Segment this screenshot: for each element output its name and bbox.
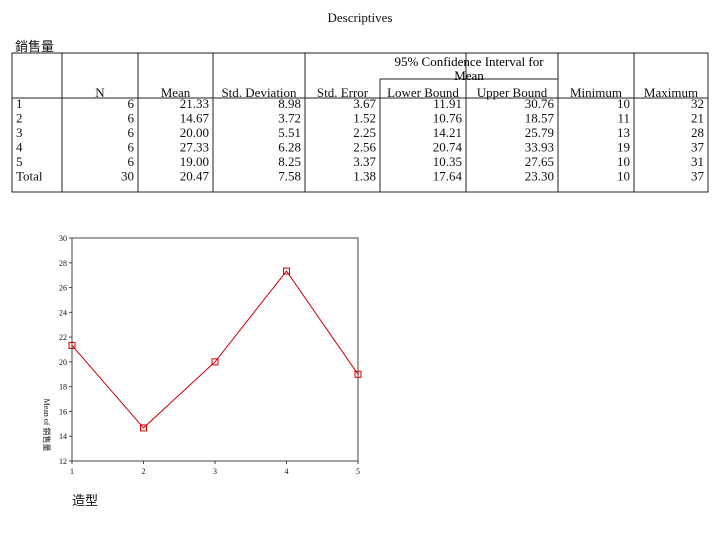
cell: 10.35	[433, 154, 462, 169]
cell: 13	[617, 125, 630, 140]
column-header: Minimum	[570, 85, 622, 100]
cell: 25.79	[525, 125, 554, 140]
cell: 3.72	[278, 111, 301, 126]
cell: 6.28	[278, 140, 301, 155]
plot-frame	[71, 237, 359, 462]
y-tick-label: 24	[59, 308, 67, 317]
cell: 1.38	[353, 169, 376, 184]
row-label: 2	[16, 111, 23, 126]
data-point	[68, 341, 76, 349]
cell: 21	[691, 111, 704, 126]
x-tick-label: 5	[356, 467, 360, 476]
x-tick-label: 4	[285, 467, 289, 476]
column-header: Mean	[161, 85, 191, 100]
column-header: Std. Error	[317, 85, 369, 100]
cell: 31	[691, 154, 704, 169]
cell: 10.76	[433, 111, 463, 126]
cell: 21.33	[180, 96, 209, 111]
cell: 23.30	[525, 169, 554, 184]
y-tick-label: 26	[59, 284, 67, 293]
cell: 3.67	[353, 96, 376, 111]
cell: 6	[128, 111, 135, 126]
column-header: Upper Bound	[477, 85, 548, 100]
cell: 14.67	[180, 111, 210, 126]
cell: 20.74	[433, 140, 463, 155]
cell: 6	[128, 140, 135, 155]
cell: 20.00	[180, 125, 209, 140]
row-label: 5	[16, 154, 23, 169]
data-line	[71, 270, 359, 429]
y-tick-label: 12	[59, 457, 67, 466]
span-label: 95% Confidence Interval for Mean	[394, 55, 544, 83]
row-label: 3	[16, 125, 23, 140]
cell: 1.52	[353, 111, 376, 126]
y-tick-label: 22	[59, 333, 67, 342]
x-tick-label: 1	[70, 467, 74, 476]
cell: 6	[128, 96, 135, 111]
cell: 3.37	[353, 154, 376, 169]
cell: 20.47	[180, 169, 210, 184]
table-caption: 銷售量	[15, 39, 54, 54]
cell: 10	[617, 96, 630, 111]
column-header: Std. Deviation	[221, 85, 297, 100]
x-axis-label: 造型	[72, 493, 98, 508]
span-label-box: 95% Confidence Interval for Mean	[394, 55, 544, 83]
data-point	[283, 267, 290, 275]
cell: 6	[128, 125, 135, 140]
cell: 5.51	[278, 125, 301, 140]
cell: 10	[617, 169, 630, 184]
cell: 28	[691, 125, 704, 140]
y-tick-label: 20	[59, 358, 67, 367]
cell: 27.65	[525, 154, 554, 169]
y-tick-label: 30	[59, 234, 67, 243]
cell: 2.56	[353, 140, 376, 155]
column-header: N	[95, 85, 105, 100]
cell: 19	[617, 140, 630, 155]
cell: 33.93	[525, 140, 554, 155]
column-header: Maximum	[644, 85, 698, 100]
row-label: Total	[16, 169, 43, 184]
cell: 18.57	[525, 111, 555, 126]
cell: 37	[691, 140, 705, 155]
cell: 10	[617, 154, 630, 169]
y-tick-label: 16	[59, 407, 67, 416]
cell: 30.76	[525, 96, 555, 111]
cell: 30	[121, 169, 134, 184]
cell: 17.64	[433, 169, 463, 184]
y-axis-label: Mean of 銷售量	[42, 399, 52, 452]
data-point	[140, 424, 147, 432]
row-label: 1	[16, 96, 23, 111]
data-point	[354, 370, 362, 378]
cell: 11	[617, 111, 630, 126]
row-label: 4	[16, 140, 23, 155]
x-tick-label: 3	[213, 467, 217, 476]
cell: 37	[691, 169, 705, 184]
y-tick-label: 14	[59, 432, 67, 441]
cell: 2.25	[353, 125, 376, 140]
title: Descriptives	[328, 10, 393, 25]
y-tick-label: 18	[59, 383, 67, 392]
cell: 8.25	[278, 154, 301, 169]
data-point	[211, 358, 219, 366]
cell: 7.58	[278, 169, 301, 184]
table-border	[11, 52, 709, 193]
cell: 6	[128, 154, 135, 169]
cell: 27.33	[180, 140, 209, 155]
y-tick-label: 28	[59, 259, 67, 268]
column-header: Lower Bound	[387, 85, 459, 100]
cell: 32	[691, 96, 704, 111]
cell: 14.21	[433, 125, 462, 140]
cell: 11.91	[433, 96, 462, 111]
cell: 19.00	[180, 154, 209, 169]
cell: 8.98	[278, 96, 301, 111]
x-tick-label: 2	[142, 467, 146, 476]
